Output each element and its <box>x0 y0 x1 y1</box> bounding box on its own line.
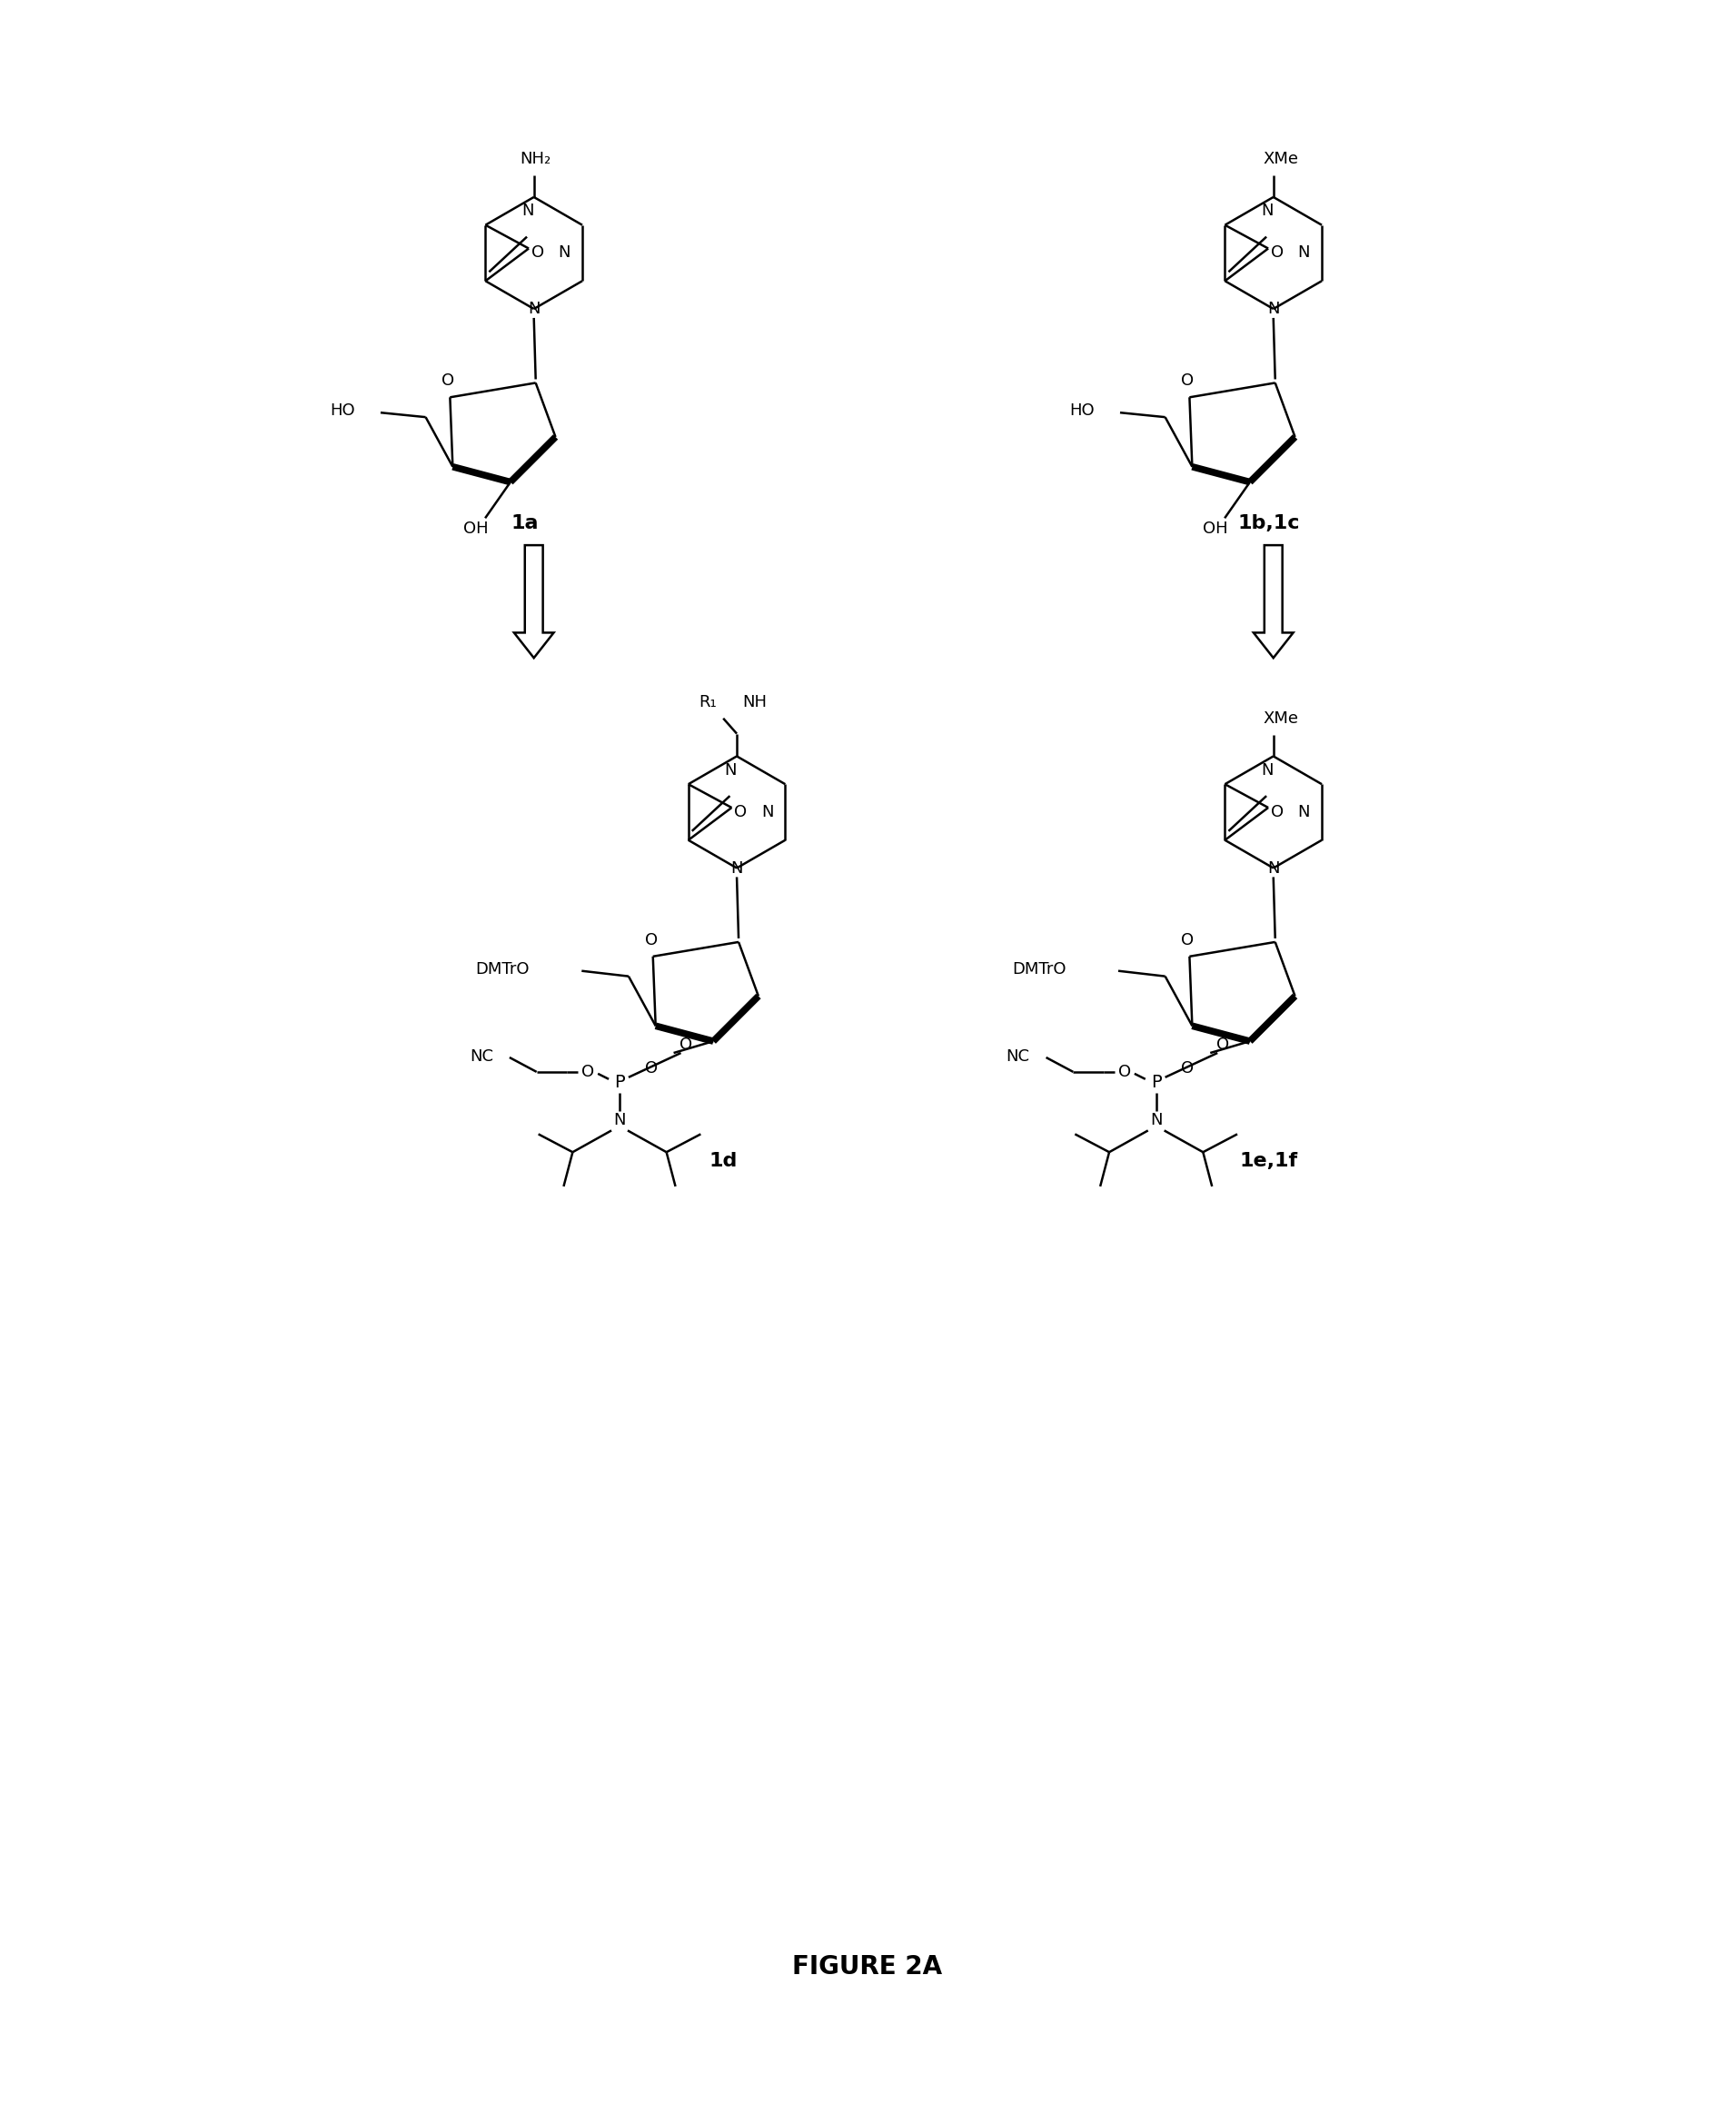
Text: O: O <box>1180 372 1194 389</box>
Text: NH₂: NH₂ <box>521 150 552 167</box>
Text: N: N <box>1267 860 1279 875</box>
Text: N: N <box>1297 245 1311 262</box>
Text: N: N <box>521 203 535 220</box>
Text: 1d: 1d <box>708 1152 738 1171</box>
Text: 1e,1f: 1e,1f <box>1240 1152 1299 1171</box>
Text: NH: NH <box>743 693 767 710</box>
Text: DMTrO: DMTrO <box>1012 962 1066 977</box>
Text: O: O <box>1217 1036 1229 1053</box>
Text: DMTrO: DMTrO <box>476 962 529 977</box>
Text: N: N <box>1260 203 1272 220</box>
Text: O: O <box>531 245 543 262</box>
Text: O: O <box>582 1063 594 1080</box>
Polygon shape <box>1253 545 1293 657</box>
Text: OH: OH <box>1203 520 1227 537</box>
Text: O: O <box>681 1036 693 1053</box>
Text: 1a: 1a <box>510 514 538 533</box>
Text: R₁: R₁ <box>700 693 717 710</box>
Text: N: N <box>1267 300 1279 317</box>
Text: NC: NC <box>1007 1049 1029 1065</box>
Text: N: N <box>1260 761 1272 778</box>
Text: O: O <box>1180 932 1194 949</box>
Text: N: N <box>731 860 743 875</box>
Text: O: O <box>441 372 455 389</box>
Text: N: N <box>559 245 571 262</box>
Text: P: P <box>1151 1074 1161 1091</box>
Text: HO: HO <box>330 402 356 419</box>
Text: O: O <box>644 932 658 949</box>
Text: N: N <box>613 1112 625 1129</box>
Text: NC: NC <box>470 1049 493 1065</box>
Text: O: O <box>1271 803 1283 820</box>
Text: N: N <box>724 761 736 778</box>
Text: O: O <box>1271 245 1283 262</box>
Text: HO: HO <box>1069 402 1095 419</box>
Text: P: P <box>615 1074 625 1091</box>
Text: N: N <box>760 803 773 820</box>
Text: N: N <box>1297 803 1311 820</box>
Text: 1b,1c: 1b,1c <box>1238 514 1300 533</box>
Text: N: N <box>1149 1112 1163 1129</box>
Text: O: O <box>644 1059 658 1076</box>
Text: XMe: XMe <box>1262 710 1299 727</box>
Text: OH: OH <box>464 520 490 537</box>
Text: N: N <box>528 300 540 317</box>
Text: O: O <box>1180 1059 1194 1076</box>
Text: O: O <box>734 803 746 820</box>
Text: FIGURE 2A: FIGURE 2A <box>793 1953 943 1979</box>
Text: XMe: XMe <box>1262 150 1299 167</box>
Polygon shape <box>514 545 554 657</box>
Text: O: O <box>1118 1063 1130 1080</box>
